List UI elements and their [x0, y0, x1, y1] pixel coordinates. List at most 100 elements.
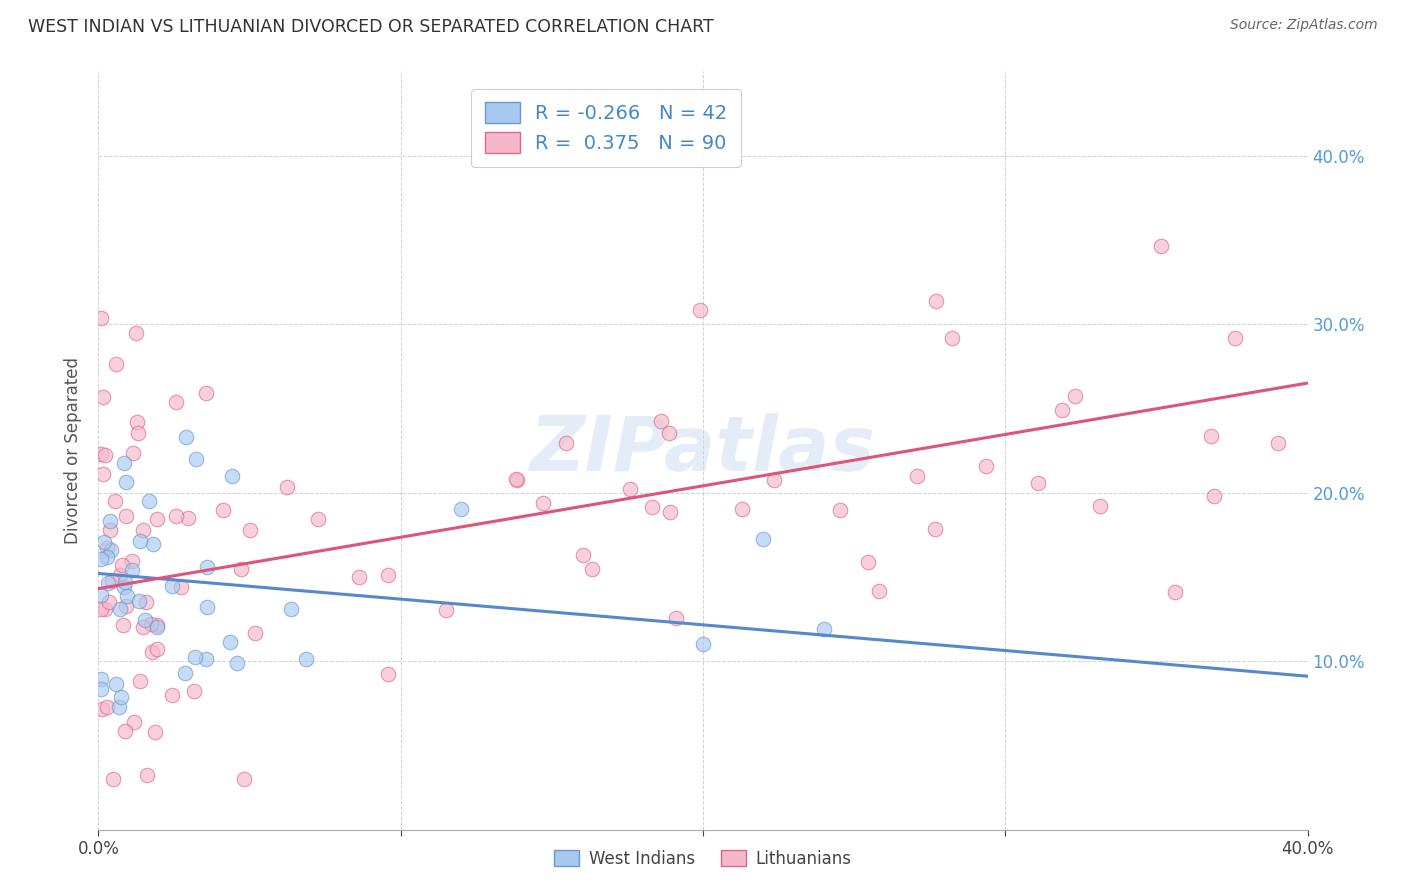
- Point: [98, 595, 121, 609]
- Point: [231, 561, 253, 575]
- Point: [96, 700, 118, 714]
- Point: [90, 551, 112, 566]
- Point: [90, 673, 112, 687]
- Point: [90, 310, 112, 325]
- Point: [132, 524, 155, 538]
- Point: [1204, 489, 1226, 503]
- Point: [581, 562, 603, 576]
- Point: [115, 599, 138, 613]
- Point: [1267, 435, 1289, 450]
- Point: [377, 568, 399, 582]
- Point: [1050, 403, 1073, 417]
- Point: [103, 772, 125, 786]
- Point: [146, 512, 169, 526]
- Text: Source: ZipAtlas.com: Source: ZipAtlas.com: [1230, 18, 1378, 32]
- Point: [659, 505, 682, 519]
- Point: [184, 650, 207, 665]
- Point: [91, 390, 114, 404]
- Point: [1199, 429, 1222, 443]
- Point: [121, 554, 143, 568]
- Point: [307, 511, 329, 525]
- Point: [225, 656, 247, 670]
- Point: [104, 677, 127, 691]
- Point: [619, 482, 641, 496]
- Point: [195, 385, 218, 400]
- Point: [135, 595, 157, 609]
- Point: [813, 622, 835, 636]
- Point: [145, 642, 167, 657]
- Point: [135, 768, 157, 782]
- Point: [101, 574, 124, 588]
- Point: [117, 589, 139, 603]
- Y-axis label: Divorced or Separated: Divorced or Separated: [65, 357, 83, 544]
- Point: [91, 701, 114, 715]
- Point: [572, 548, 595, 562]
- Point: [145, 725, 167, 739]
- Point: [184, 452, 207, 467]
- Point: [731, 501, 754, 516]
- Point: [112, 456, 135, 470]
- Point: [868, 584, 890, 599]
- Point: [146, 618, 169, 632]
- Point: [555, 435, 578, 450]
- Point: [125, 326, 148, 340]
- Point: [110, 602, 132, 616]
- Point: [183, 684, 205, 698]
- Point: [858, 555, 880, 569]
- Point: [121, 446, 143, 460]
- Point: [692, 637, 714, 651]
- Point: [195, 559, 218, 574]
- Point: [641, 500, 664, 514]
- Point: [138, 494, 160, 508]
- Point: [160, 579, 183, 593]
- Point: [925, 293, 948, 308]
- Point: [1164, 585, 1187, 599]
- Point: [93, 448, 115, 462]
- Text: WEST INDIAN VS LITHUANIAN DIVORCED OR SEPARATED CORRELATION CHART: WEST INDIAN VS LITHUANIAN DIVORCED OR SE…: [28, 18, 714, 36]
- Point: [276, 480, 298, 494]
- Point: [127, 416, 149, 430]
- Point: [141, 645, 163, 659]
- Point: [976, 459, 998, 474]
- Point: [90, 588, 112, 602]
- Point: [105, 357, 128, 371]
- Point: [941, 331, 963, 345]
- Point: [1064, 389, 1087, 403]
- Point: [905, 468, 928, 483]
- Point: [347, 570, 370, 584]
- Point: [98, 514, 121, 528]
- Point: [111, 618, 134, 632]
- Point: [128, 593, 150, 607]
- Point: [134, 613, 156, 627]
- Point: [195, 652, 218, 666]
- Point: [243, 625, 266, 640]
- Point: [132, 620, 155, 634]
- Point: [239, 523, 262, 537]
- Point: [96, 549, 118, 564]
- Point: [1223, 331, 1246, 345]
- Point: [114, 574, 136, 589]
- Point: [177, 511, 200, 525]
- Point: [1150, 239, 1173, 253]
- Point: [650, 413, 672, 427]
- Point: [128, 674, 150, 689]
- Point: [377, 666, 399, 681]
- Legend: West Indians, Lithuanians: West Indians, Lithuanians: [548, 844, 858, 875]
- Point: [90, 682, 112, 697]
- Point: [96, 541, 118, 555]
- Point: [139, 617, 162, 632]
- Point: [170, 580, 193, 594]
- Point: [160, 688, 183, 702]
- Point: [121, 563, 143, 577]
- Point: [90, 601, 112, 615]
- Point: [1088, 500, 1111, 514]
- Point: [689, 302, 711, 317]
- Point: [924, 522, 946, 536]
- Point: [108, 568, 131, 582]
- Point: [174, 665, 197, 680]
- Point: [221, 469, 243, 483]
- Point: [165, 509, 187, 524]
- Text: ZIPatlas: ZIPatlas: [530, 414, 876, 487]
- Point: [763, 473, 786, 487]
- Point: [752, 532, 775, 546]
